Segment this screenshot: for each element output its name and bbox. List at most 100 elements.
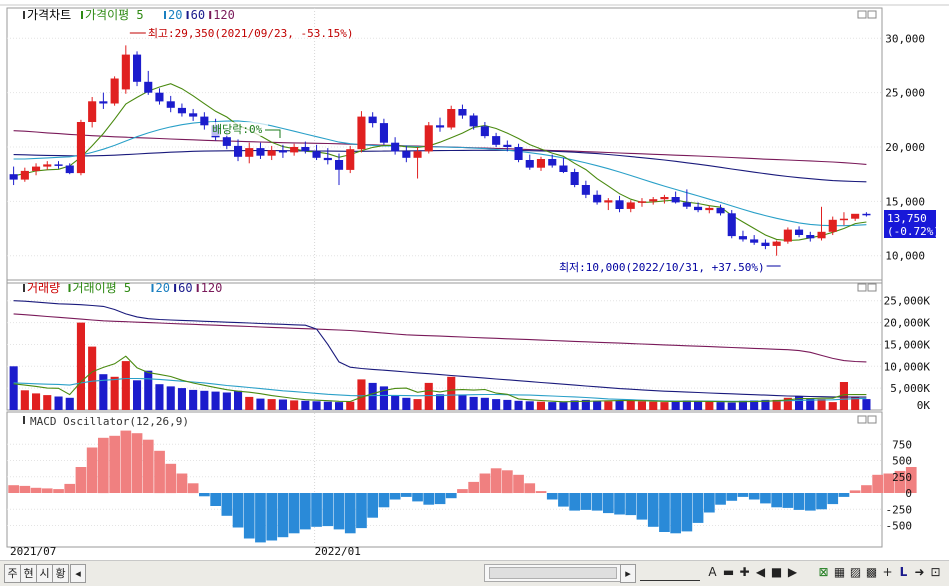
macd-bar[interactable] (64, 483, 76, 493)
macd-bar[interactable] (771, 493, 782, 508)
macd-bar[interactable] (131, 433, 143, 493)
candle-body[interactable] (660, 197, 669, 200)
line-icon[interactable]: L (899, 565, 908, 579)
volume-bar[interactable] (682, 400, 691, 410)
candle-body[interactable] (9, 174, 18, 180)
macd-bar[interactable] (176, 473, 188, 494)
candle-body[interactable] (155, 92, 164, 102)
volume-bar[interactable] (750, 400, 759, 410)
macd-bar[interactable] (30, 487, 42, 493)
candle-body[interactable] (851, 213, 860, 219)
macd-bar[interactable] (905, 467, 917, 493)
candle-body[interactable] (43, 164, 52, 167)
candle-body[interactable] (626, 202, 635, 209)
macd-bar[interactable] (311, 493, 322, 527)
macd-bar[interactable] (344, 493, 356, 534)
macd-bar[interactable] (816, 493, 827, 510)
candle-body[interactable] (716, 207, 725, 214)
close-icon[interactable] (867, 283, 877, 292)
volume-bar[interactable] (862, 399, 871, 410)
volume-bar[interactable] (166, 386, 175, 410)
candle-body[interactable] (839, 218, 848, 221)
candle-body[interactable] (391, 142, 400, 152)
volume-bar[interactable] (828, 402, 837, 410)
macd-bar[interactable] (479, 473, 491, 494)
candle-body[interactable] (177, 107, 186, 114)
candle-body[interactable] (424, 125, 433, 152)
macd-bar[interactable] (760, 493, 771, 504)
macd-bar[interactable] (502, 470, 513, 494)
volume-bar[interactable] (649, 401, 658, 410)
macd-bar[interactable] (288, 493, 300, 534)
candle-body[interactable] (604, 200, 613, 203)
candle-body[interactable] (503, 144, 512, 147)
macd-bar[interactable] (255, 493, 266, 543)
candle-body[interactable] (121, 54, 130, 90)
macd-bar[interactable] (120, 430, 132, 493)
candle-body[interactable] (637, 201, 646, 203)
macd-bar[interactable] (333, 493, 345, 530)
volume-bar[interactable] (581, 399, 590, 410)
candle-body[interactable] (278, 150, 287, 153)
candle-body[interactable] (806, 235, 815, 239)
candle-body[interactable] (346, 149, 355, 170)
candle-body[interactable] (682, 202, 691, 207)
tab-week[interactable]: 주 (4, 564, 21, 583)
macd-bar[interactable] (681, 493, 693, 532)
volume-bar[interactable] (155, 384, 164, 410)
close-icon[interactable] (867, 10, 877, 19)
volume-bar[interactable] (492, 399, 501, 410)
candle-body[interactable] (200, 116, 209, 126)
volume-bar[interactable] (391, 395, 400, 410)
candle-body[interactable] (54, 164, 63, 166)
window-icon[interactable]: ⊡ (930, 565, 941, 579)
macd-bar[interactable] (490, 468, 502, 493)
macd-bar[interactable] (165, 463, 177, 494)
volume-bar[interactable] (335, 402, 344, 410)
scroll-right-button[interactable]: ▸ (620, 564, 636, 583)
macd-bar[interactable] (524, 483, 536, 494)
next-icon[interactable]: ▶ (787, 565, 798, 579)
candle-body[interactable] (480, 126, 489, 137)
volume-bar[interactable] (32, 393, 41, 410)
volume-bar[interactable] (222, 392, 231, 411)
candle-body[interactable] (492, 136, 501, 145)
volume-bar[interactable] (761, 399, 770, 410)
macd-bar[interactable] (8, 485, 19, 493)
macd-bar[interactable] (210, 493, 221, 506)
volume-bar[interactable] (626, 400, 635, 410)
candle-body[interactable] (750, 239, 759, 243)
candle-body[interactable] (761, 242, 770, 246)
volume-bar[interactable] (312, 401, 321, 410)
macd-bar[interactable] (838, 493, 850, 497)
volume-bar[interactable] (536, 401, 545, 410)
volume-bar[interactable] (346, 401, 355, 410)
candle-body[interactable] (525, 160, 534, 168)
volume-bar[interactable] (65, 397, 74, 410)
volume-bar[interactable] (278, 399, 287, 411)
candle-body[interactable] (795, 229, 804, 235)
volume-bar[interactable] (772, 399, 781, 410)
candle-body[interactable] (335, 160, 344, 170)
volume-bar[interactable] (716, 402, 725, 410)
price-panel[interactable] (9, 45, 871, 256)
volume-bar[interactable] (637, 401, 646, 410)
candle-body[interactable] (817, 231, 826, 239)
volume-bar[interactable] (469, 396, 478, 410)
prev-icon[interactable]: ◀ (755, 565, 766, 579)
macd-bar[interactable] (434, 493, 446, 505)
candle-body[interactable] (245, 148, 254, 157)
macd-bar[interactable] (423, 493, 435, 505)
volume-bar[interactable] (424, 382, 433, 410)
zoom-out-icon[interactable]: ▬ (722, 565, 735, 579)
candle-body[interactable] (379, 123, 388, 143)
macd-bar[interactable] (154, 450, 165, 494)
macd-bar[interactable] (647, 493, 659, 527)
macd-bar[interactable] (468, 481, 479, 493)
macd-bar[interactable] (670, 493, 681, 534)
macd-bar[interactable] (805, 493, 816, 511)
tab-scroll-left-button[interactable]: ◂ (70, 564, 86, 583)
candle-body[interactable] (234, 145, 243, 157)
volume-bar[interactable] (301, 400, 310, 410)
volume-bar[interactable] (76, 322, 85, 410)
